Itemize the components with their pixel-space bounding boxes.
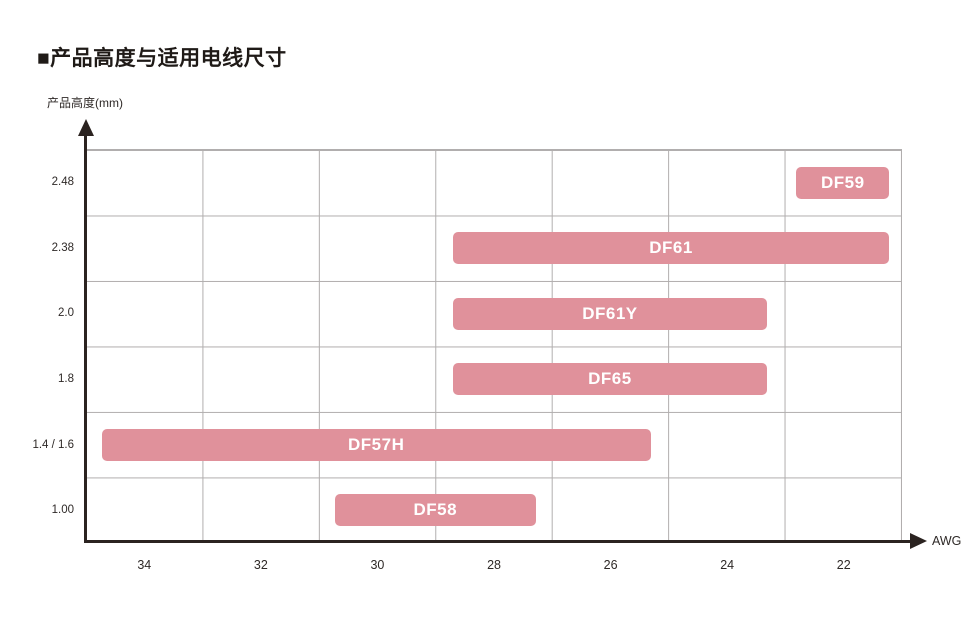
- bar-label: DF61Y: [582, 303, 638, 323]
- y-axis-title: 产品高度(mm): [47, 96, 123, 110]
- y-tick-label: 1.8: [58, 372, 74, 385]
- x-axis-tick-labels: 34 32 30 28 26 24 22: [86, 558, 902, 572]
- x-tick-label: 32: [253, 558, 268, 572]
- y-tick-label: 2.0: [58, 307, 74, 320]
- x-axis-arrow-right-icon: [910, 533, 927, 549]
- y-axis-line: [84, 131, 87, 543]
- range-bar-df61y: DF61Y: [452, 297, 768, 330]
- range-bar-df59: DF59: [796, 166, 890, 199]
- bar-label: DF65: [588, 369, 632, 389]
- range-bar-df57h: DF57H: [101, 428, 651, 461]
- y-tick-label: 1.00: [51, 504, 74, 517]
- x-tick-label: 34: [137, 558, 152, 572]
- y-axis-tick-labels: 2.48 2.38 2.0 1.8 1.4 / 1.6 1.00: [0, 149, 74, 543]
- range-bar-df65: DF65: [452, 363, 768, 396]
- bar-label: DF58: [413, 500, 458, 520]
- bar-label: DF59: [820, 172, 865, 192]
- range-bar-df61: DF61: [452, 232, 890, 265]
- x-axis-line: [84, 540, 911, 543]
- y-tick-label: 2.48: [51, 175, 74, 188]
- y-tick-label: 1.4 / 1.6: [32, 438, 74, 451]
- y-tick-label: 2.38: [51, 241, 74, 254]
- chart-title: ■产品高度与适用电线尺寸: [37, 47, 287, 70]
- plot-area: DF59 DF61 DF61Y DF65 DF57H DF58: [86, 149, 902, 543]
- x-tick-label: 28: [487, 558, 501, 572]
- x-tick-label: 22: [836, 558, 851, 572]
- x-tick-label: 24: [720, 558, 735, 572]
- range-bar-df58: DF58: [334, 494, 536, 527]
- bar-label: DF57H: [348, 434, 405, 454]
- x-tick-label: 26: [603, 558, 618, 572]
- bar-label: DF61: [649, 238, 693, 258]
- x-axis-unit-label: AWG: [932, 534, 962, 548]
- x-tick-label: 30: [370, 558, 385, 572]
- y-axis-arrow-up-icon: [78, 119, 94, 136]
